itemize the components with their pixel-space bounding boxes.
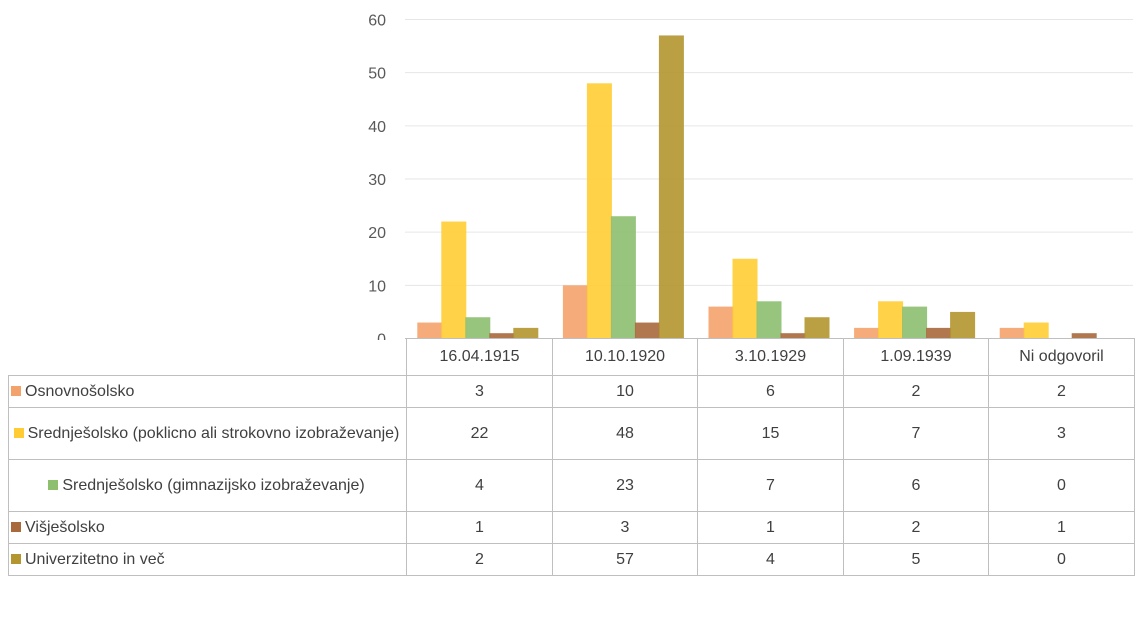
data-label: 1 [697,511,844,544]
data-label: 6 [697,375,844,408]
data-label: 3 [988,407,1135,460]
category-label: 3.10.1929 [697,338,844,376]
bar [950,311,976,339]
data-label: 6 [843,459,989,512]
bar [902,306,928,339]
series-name: Srednješolsko (poklicno ali strokovno iz… [27,425,400,442]
data-label: 3 [406,375,553,408]
table-header-row: 16.04.1915 10.10.1920 3.10.1929 1.09.1939 Ni… [9,338,1135,376]
data-label: 15 [697,407,844,460]
bar [732,258,758,339]
data-label: 23 [552,459,698,512]
bar [708,306,734,339]
bar-chart: 0 10 20 30 40 50 60 [368,13,1133,341]
data-label: 5 [843,543,989,576]
bar [878,301,904,339]
table-row: Univerzitetno in več 2 57 4 5 0 [8,543,1135,576]
category-label: 16.04.1915 [406,338,553,376]
data-label: 22 [406,407,553,460]
category-label: 1.09.1939 [843,338,989,376]
category-label: Ni odgovoril [988,338,1135,376]
data-label: 3 [552,511,698,544]
table-row: Srednješolsko (poklicno ali strokovno iz… [8,407,1135,460]
series-legend-cell: Srednješolsko (poklicno ali strokovno iz… [8,407,407,460]
legend-swatch [48,480,59,490]
data-label: 4 [406,459,553,512]
table-row: Osnovnošolsko 3 10 6 2 2 [8,375,1135,408]
legend-swatch [11,522,21,532]
legend-swatch [13,428,24,438]
series-legend-cell: Višješolsko [8,511,407,544]
gridlines [405,19,1133,286]
bar [441,221,467,339]
bar [489,333,515,339]
y-axis: 0 10 20 30 40 50 60 [368,13,386,341]
legend-swatch [11,554,21,564]
category-label: 10.10.1920 [552,338,698,376]
data-label: 7 [843,407,989,460]
bar [513,327,539,339]
data-label: 2 [843,511,989,544]
data-label: 0 [988,459,1135,512]
table-corner [9,339,407,376]
bar [780,333,806,339]
data-label: 4 [697,543,844,576]
y-tick-label: 60 [368,13,386,30]
series-name: Univerzitetno in več [25,551,165,568]
data-label: 2 [843,375,989,408]
bar [562,285,588,339]
bar [465,317,491,339]
data-label: 7 [697,459,844,512]
bar [658,35,684,339]
bar [417,322,443,339]
legend-swatch [11,386,21,396]
table-row: Višješolsko 1 3 1 2 1 [8,511,1135,544]
data-label: 2 [988,375,1135,408]
bars [417,35,1097,339]
data-label: 1 [988,511,1135,544]
y-tick-label: 30 [368,172,386,189]
data-label: 1 [406,511,553,544]
data-label: 0 [988,543,1135,576]
data-label: 10 [552,375,698,408]
y-tick-label: 0 [377,332,386,341]
bar [1071,333,1097,339]
data-label: 48 [552,407,698,460]
bar [634,322,660,339]
data-label: 57 [552,543,698,576]
y-tick-label: 50 [368,66,386,83]
series-legend-cell: Osnovnošolsko [8,375,407,408]
bar [999,327,1025,339]
series-legend-cell: Univerzitetno in več [8,543,407,576]
series-name: Višješolsko [25,519,105,536]
y-tick-label: 20 [368,225,386,242]
series-legend-cell: Srednješolsko (gimnazijsko izobraževanje… [8,459,407,512]
table-row: Srednješolsko (gimnazijsko izobraževanje… [8,459,1135,512]
bar [854,327,880,339]
bar [586,83,612,339]
y-tick-label: 40 [368,119,386,136]
bar [1023,322,1049,339]
data-table: 16.04.1915 10.10.1920 3.10.1929 1.09.1939 Ni… [8,338,1135,576]
bar [804,317,830,339]
bar [926,327,952,339]
bar [756,301,782,339]
series-name: Srednješolsko (gimnazijsko izobraževanje… [62,477,365,494]
bar [610,216,636,339]
data-label: 2 [406,543,553,576]
series-name: Osnovnošolsko [25,383,135,400]
y-tick-label: 10 [368,278,386,295]
